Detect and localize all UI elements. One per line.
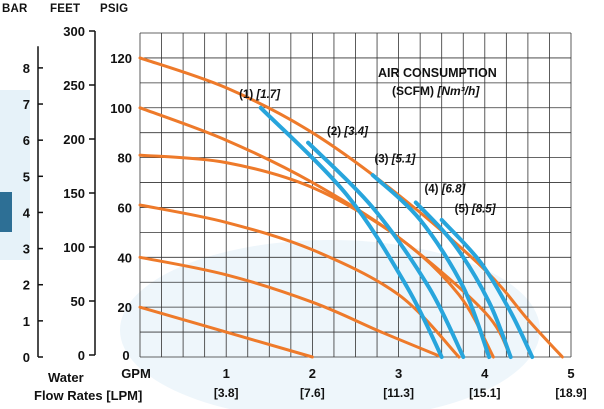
air-curve-label-unit: [1.7] (255, 89, 281, 101)
feet-tick-label: 100 (63, 240, 85, 255)
labels-layer: (1) [1.7] (2) [3.4] (3) [5.1] (4) [6.8] (5) … (239, 89, 497, 216)
psig-tick-label: 40 (118, 250, 132, 265)
bar-tick-label: 5 (23, 169, 30, 184)
psig-tick-label: 60 (118, 200, 132, 215)
legend-subtitle-units: [Nm³/h] (437, 84, 480, 98)
x-tick-gpm: 4 (481, 366, 489, 381)
air-curve-label-unit: [5.1] (391, 154, 417, 166)
feet-axis-header: FEET (50, 3, 81, 15)
pressure-curve-3 (138, 153, 495, 359)
grid-layer (139, 32, 572, 358)
air-curve-label-unit: [8.5] (471, 203, 497, 215)
x-tick-lpm: [11.3] (383, 386, 414, 400)
x-tick-lpm: [3.8] (214, 386, 239, 400)
bar-tick-label: 1 (23, 314, 30, 329)
feet-tick-label: 250 (63, 78, 85, 93)
feet-tick-label: 50 (71, 294, 85, 309)
air-curve-label-num: (2) (327, 126, 344, 138)
air-curve-label-unit: [3.4] (343, 126, 369, 138)
psig-tick-label: 0 (122, 348, 129, 363)
axes-layer: 1[3.8]2[7.6]3[11.3]4[15.1]5[18.9]0GPM204… (23, 24, 587, 400)
x-tick-lpm: [15.1] (469, 386, 500, 400)
x-tick-lpm: [18.9] (555, 386, 586, 400)
feet-tick-label: 0 (78, 348, 85, 363)
psig-tick-label: 80 (118, 151, 132, 166)
air-curve-2 (306, 140, 466, 359)
air-curve-5 (439, 217, 535, 359)
air-consumption-curves (258, 105, 535, 359)
bar-tick-label: 3 (23, 242, 30, 257)
air-curve-label-3: (3) [5.1] (374, 154, 416, 166)
air-curve-label-2: (2) [3.4] (327, 126, 369, 138)
psig-tick-label: 120 (110, 51, 132, 66)
air-curve-label-num: (1) (239, 89, 256, 101)
feet-tick-label: 300 (63, 24, 85, 39)
pressure-curve-4 (138, 203, 461, 359)
air-curve-label-unit: [6.8] (441, 184, 467, 196)
feet-tick-label: 150 (63, 186, 85, 201)
air-curve-label-num: (5) (455, 203, 472, 215)
x-tick-gpm: 5 (567, 366, 574, 381)
bar-tick-label: 7 (23, 97, 30, 112)
x-unit-gpm: GPM (121, 366, 151, 381)
psig-tick-label: 100 (110, 101, 132, 116)
watermark-tab (0, 192, 12, 232)
psig-tick-label: 20 (118, 300, 132, 315)
air-curve-label-1: (1) [1.7] (239, 89, 281, 101)
air-curve-label-4: (4) [6.8] (424, 184, 466, 196)
x-tick-lpm: [7.6] (300, 386, 325, 400)
air-curve-label-num: (3) (374, 154, 391, 166)
legend-subtitle: (SCFM) [Nm³/h] (392, 84, 479, 98)
air-curve-1 (258, 105, 444, 359)
x-tick-gpm: 3 (395, 366, 402, 381)
pressure-curve-6 (138, 305, 314, 359)
bar-tick-label: 0 (23, 350, 30, 365)
bar-axis-header: BAR (2, 3, 28, 15)
bar-tick-label: 2 (23, 278, 30, 293)
air-curve-3 (370, 173, 492, 359)
legend-title: AIR CONSUMPTION (378, 66, 497, 80)
xlabel-water: Water (48, 370, 84, 385)
legend-subtitle-prefix: (SCFM) (392, 84, 438, 98)
x-tick-gpm: 2 (309, 366, 316, 381)
psig-axis-header: PSIG (100, 3, 129, 15)
bar-tick-label: 8 (23, 61, 30, 76)
bar-tick-label: 4 (23, 205, 31, 220)
x-tick-gpm: 1 (223, 366, 230, 381)
xlabel-flow-rates: Flow Rates [LPM] (34, 388, 143, 403)
feet-tick-label: 200 (63, 132, 85, 147)
pressure-curve-5 (138, 255, 444, 359)
air-curve-label-num: (4) (424, 184, 441, 196)
air-curve-4 (413, 200, 513, 359)
bar-tick-label: 6 (23, 133, 30, 148)
air-curve-label-5: (5) [8.5] (455, 203, 497, 215)
